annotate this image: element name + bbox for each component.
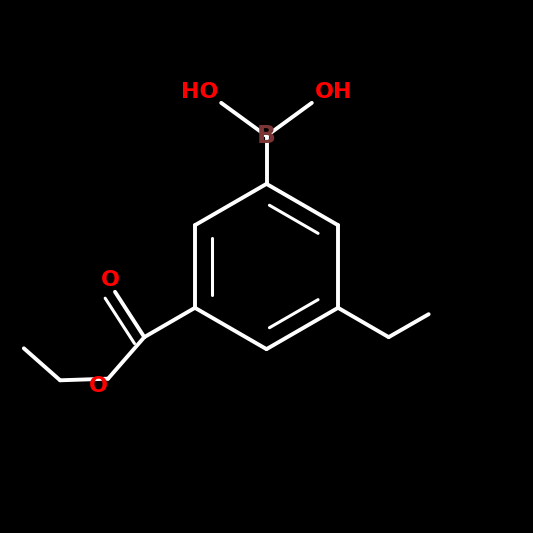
Text: B: B [257, 124, 276, 148]
Text: O: O [101, 270, 120, 290]
Text: O: O [89, 376, 108, 396]
Text: HO: HO [181, 82, 219, 102]
Text: OH: OH [314, 82, 352, 102]
